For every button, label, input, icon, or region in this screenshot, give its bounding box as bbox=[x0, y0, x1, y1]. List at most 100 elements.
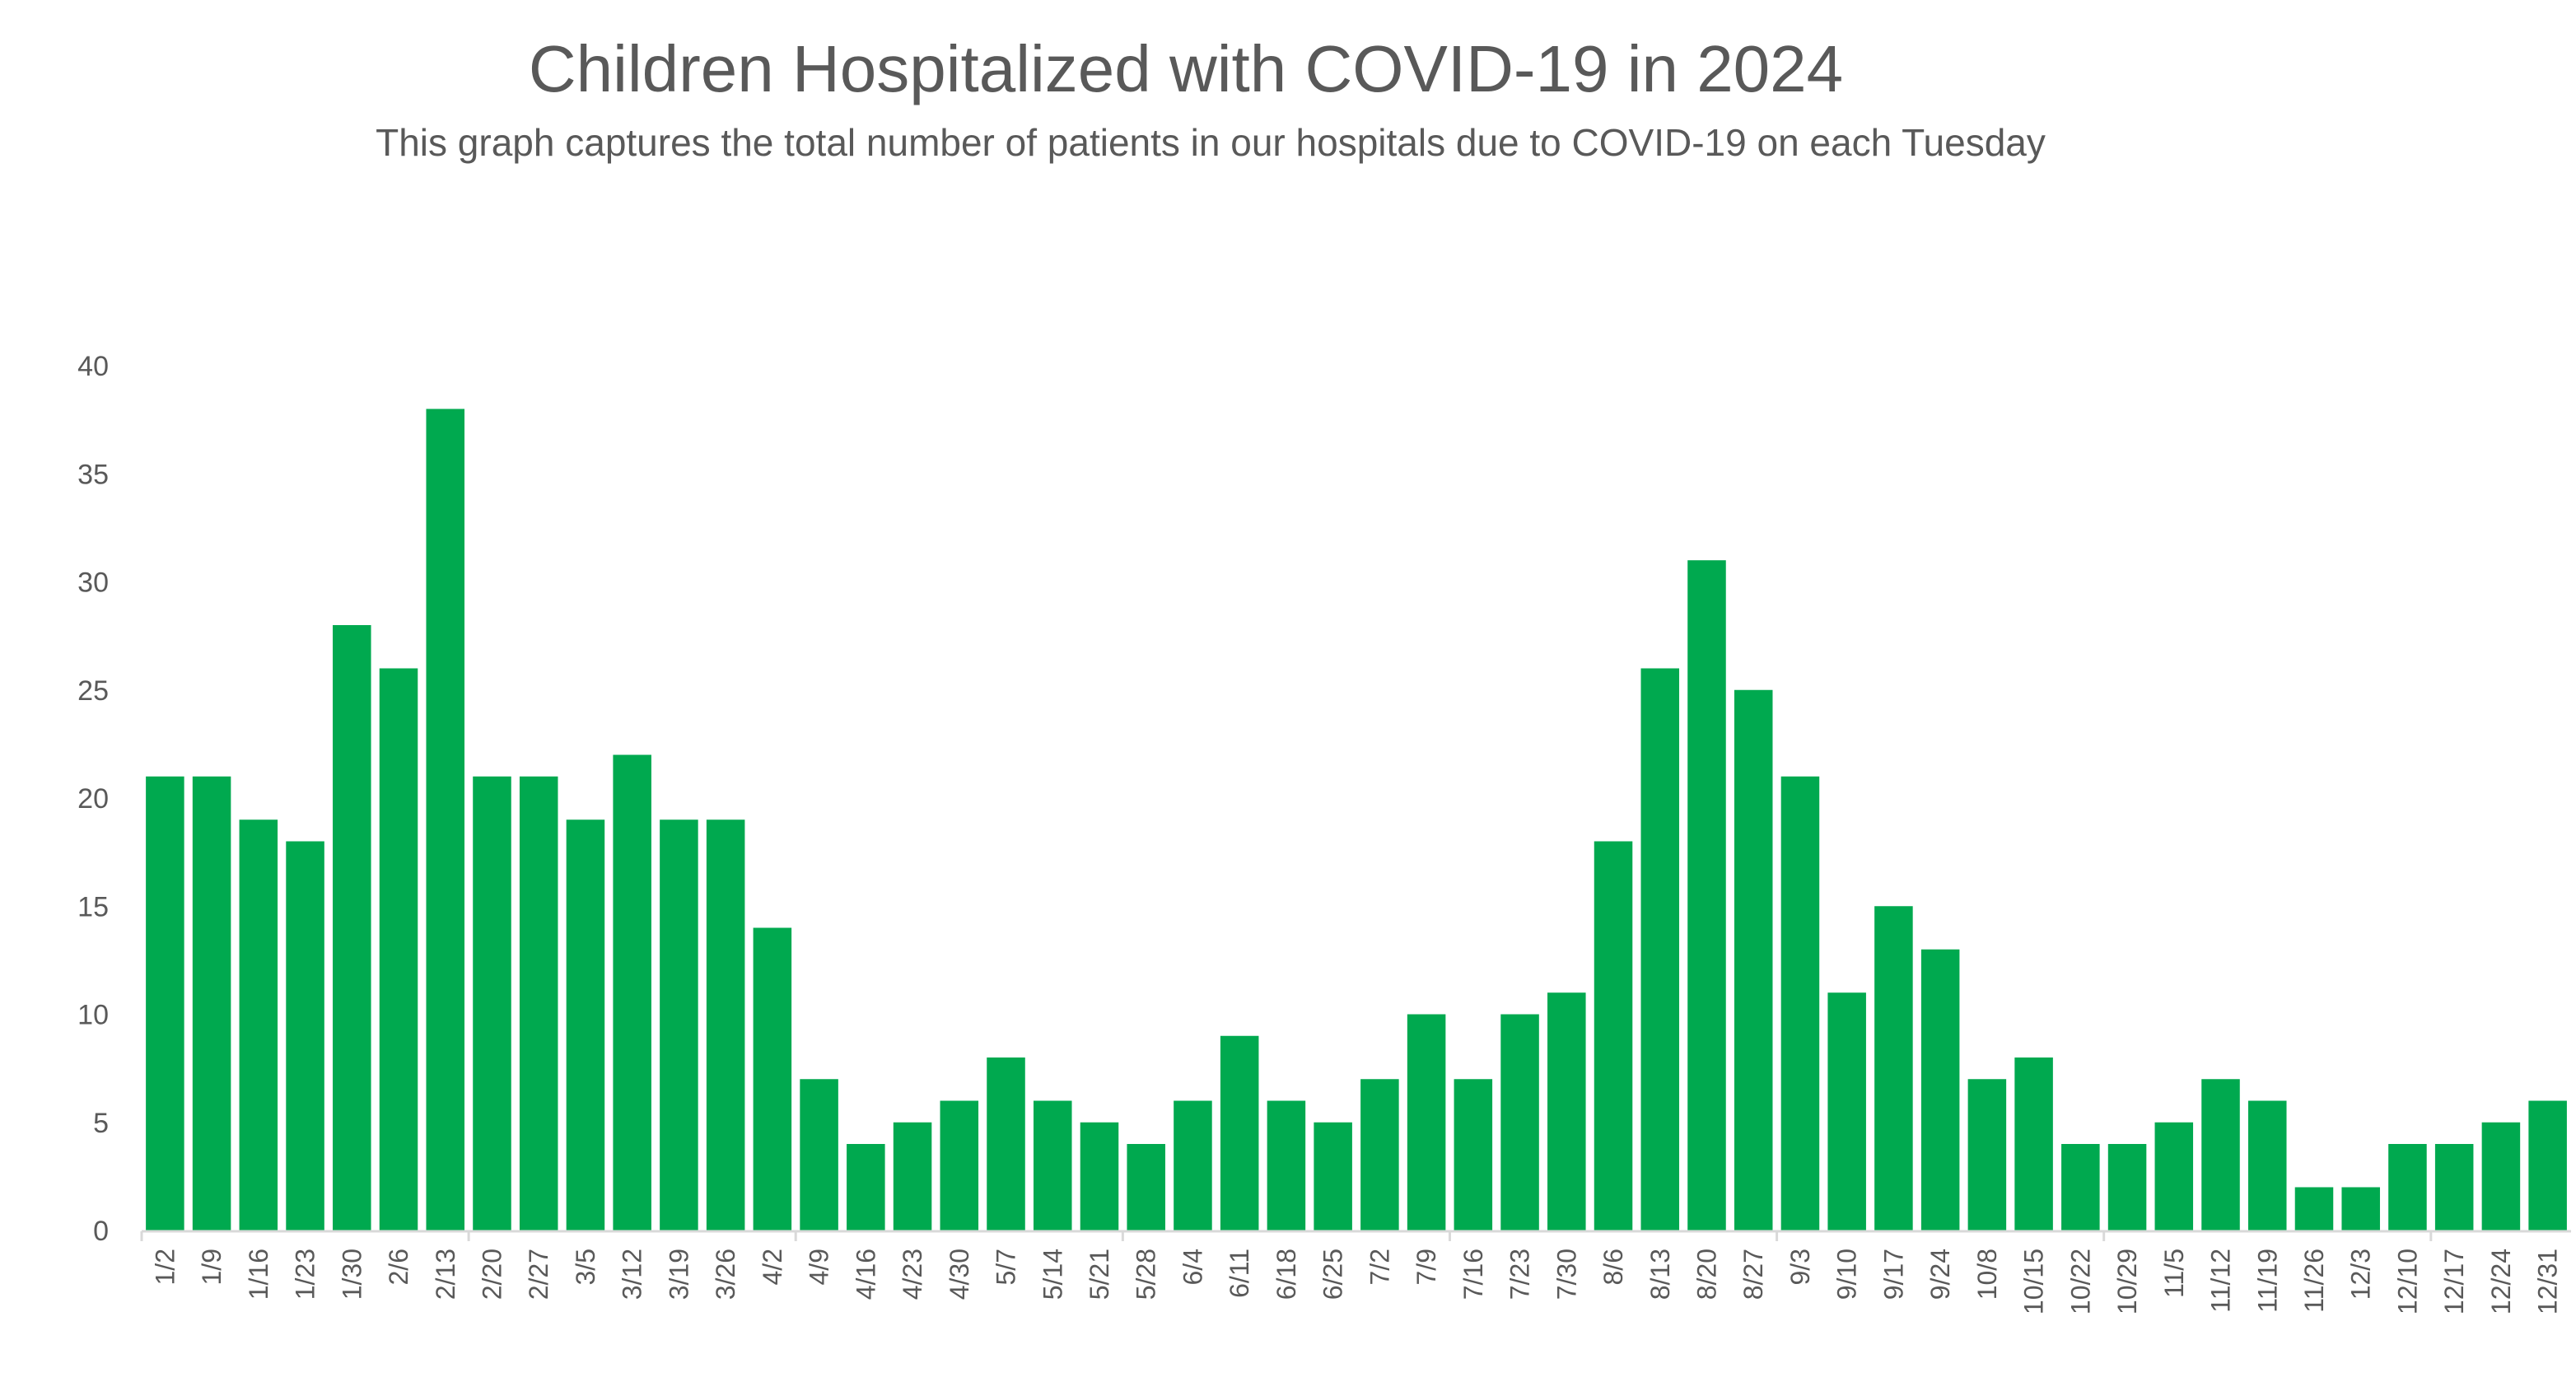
x-tick-text: 9/10 bbox=[1832, 1249, 1862, 1300]
x-tick-text: 7/30 bbox=[1552, 1249, 1581, 1300]
x-tick-label: 10/22 bbox=[2065, 1249, 2095, 1314]
x-tick-text: 12/3 bbox=[2346, 1249, 2376, 1300]
bar-3-5 bbox=[566, 819, 605, 1230]
x-tick-text: 7/9 bbox=[1412, 1249, 1441, 1285]
x-tick-label: 6/4 bbox=[1178, 1249, 1207, 1285]
bar-3-26 bbox=[706, 819, 745, 1230]
x-tick-label: 11/12 bbox=[2206, 1249, 2236, 1313]
x-tick-text: 8/13 bbox=[1645, 1249, 1675, 1300]
x-tick-label: 7/16 bbox=[1458, 1249, 1488, 1300]
bar-6-25 bbox=[1314, 1122, 1352, 1230]
bar-4-30 bbox=[940, 1100, 979, 1230]
x-tick-text: 12/17 bbox=[2439, 1249, 2469, 1314]
bar-12-17 bbox=[2434, 1144, 2474, 1230]
bar-7-16 bbox=[1454, 1079, 1493, 1230]
bar-4-23 bbox=[893, 1122, 932, 1230]
bar-3-19 bbox=[660, 819, 698, 1230]
bar-3-12 bbox=[613, 754, 651, 1230]
y-tick-label: 10 bbox=[77, 1000, 109, 1031]
x-tick-label: 11/26 bbox=[2299, 1249, 2329, 1313]
y-tick-text: 40 bbox=[77, 351, 109, 382]
x-tick-text: 2/6 bbox=[384, 1249, 413, 1285]
x-tick-text: 8/6 bbox=[1598, 1249, 1628, 1285]
bar-12-10 bbox=[2388, 1144, 2427, 1230]
x-tick-label: 3/26 bbox=[711, 1249, 740, 1300]
x-tick-label: 12/24 bbox=[2486, 1249, 2516, 1314]
bar-7-30 bbox=[1547, 992, 1586, 1230]
x-tick-label: 4/16 bbox=[851, 1249, 880, 1300]
bar-10-22 bbox=[2061, 1144, 2100, 1230]
bar-1-2 bbox=[146, 776, 184, 1230]
x-tick-label: 8/20 bbox=[1692, 1249, 1721, 1300]
x-tick-text: 3/5 bbox=[571, 1249, 600, 1285]
x-tick-text: 5/28 bbox=[1132, 1249, 1161, 1300]
x-tick-text: 7/16 bbox=[1458, 1249, 1488, 1300]
x-tick-text: 6/18 bbox=[1272, 1249, 1301, 1300]
bar-11-5 bbox=[2154, 1122, 2194, 1230]
x-tick-text: 10/29 bbox=[2112, 1249, 2142, 1314]
bar-11-12 bbox=[2201, 1079, 2240, 1230]
y-tick-label: 25 bbox=[77, 675, 109, 707]
bar-4-9 bbox=[800, 1079, 838, 1230]
x-tick-text: 2/27 bbox=[524, 1249, 553, 1300]
x-tick-text: 11/26 bbox=[2299, 1249, 2329, 1313]
x-tick-label: 10/8 bbox=[1972, 1249, 2002, 1300]
x-tick-text: 2/20 bbox=[477, 1249, 506, 1300]
x-tick-text: 9/24 bbox=[1925, 1249, 1955, 1300]
y-tick-text: 5 bbox=[93, 1108, 109, 1139]
y-tick-text: 0 bbox=[93, 1216, 109, 1247]
x-tick-label: 9/10 bbox=[1832, 1249, 1862, 1300]
x-tick-text: 12/10 bbox=[2392, 1249, 2422, 1314]
x-tick-label: 6/18 bbox=[1272, 1249, 1301, 1300]
bar-10-29 bbox=[2107, 1144, 2147, 1230]
x-tick-text: 9/17 bbox=[1878, 1249, 1908, 1300]
bar-1-23 bbox=[286, 841, 324, 1230]
x-tick-label: 3/19 bbox=[664, 1249, 693, 1300]
x-tick-label: 2/6 bbox=[384, 1249, 413, 1285]
x-tick-text: 2/13 bbox=[431, 1249, 460, 1300]
x-tick-label: 3/12 bbox=[618, 1249, 647, 1300]
x-tick-text: 7/2 bbox=[1365, 1249, 1394, 1285]
bar-2-13 bbox=[426, 409, 465, 1230]
x-tick-text: 5/14 bbox=[1038, 1249, 1067, 1300]
x-tick-text: 6/11 bbox=[1225, 1249, 1254, 1298]
bar-7-23 bbox=[1500, 1014, 1539, 1230]
x-tick-text: 11/5 bbox=[2159, 1249, 2189, 1298]
x-tick-text: 3/19 bbox=[664, 1249, 693, 1300]
bar-5-28 bbox=[1127, 1144, 1165, 1230]
x-tick-text: 6/4 bbox=[1178, 1249, 1207, 1285]
y-tick-text: 30 bbox=[77, 567, 109, 599]
bar-4-2 bbox=[753, 927, 792, 1230]
bar-7-2 bbox=[1360, 1079, 1399, 1230]
x-tick-label: 5/21 bbox=[1085, 1249, 1114, 1300]
y-tick-text: 35 bbox=[77, 459, 109, 490]
bar-12-24 bbox=[2481, 1122, 2521, 1230]
x-tick-text: 4/2 bbox=[758, 1249, 787, 1285]
bars bbox=[146, 409, 2567, 1230]
bar-5-14 bbox=[1033, 1100, 1072, 1230]
x-tick-text: 4/16 bbox=[851, 1249, 880, 1300]
x-tick-label: 1/9 bbox=[197, 1249, 226, 1285]
bar-9-17 bbox=[1874, 906, 1913, 1230]
chart-subtitle: This graph captures the total number of … bbox=[376, 121, 2046, 164]
bar-1-30 bbox=[333, 625, 371, 1230]
x-tick-label: 3/5 bbox=[571, 1249, 600, 1285]
x-tick-text: 12/24 bbox=[2486, 1249, 2516, 1314]
x-tick-label: 4/2 bbox=[758, 1249, 787, 1285]
x-tick-text: 11/12 bbox=[2206, 1249, 2236, 1313]
y-tick-label: 30 bbox=[77, 567, 109, 599]
x-tick-text: 1/2 bbox=[150, 1249, 180, 1285]
x-tick-label: 4/23 bbox=[898, 1249, 927, 1300]
x-tick-text: 1/30 bbox=[337, 1249, 366, 1300]
bar-1-9 bbox=[192, 776, 231, 1230]
x-tick-text: 3/26 bbox=[711, 1249, 740, 1300]
x-tick-text: 1/23 bbox=[291, 1249, 320, 1300]
bar-8-27 bbox=[1734, 689, 1773, 1230]
x-tick-label: 2/27 bbox=[524, 1249, 553, 1300]
x-tick-text: 3/12 bbox=[618, 1249, 647, 1300]
x-tick-label: 8/13 bbox=[1645, 1249, 1675, 1300]
x-tick-label: 7/2 bbox=[1365, 1249, 1394, 1285]
x-tick-label: 5/7 bbox=[992, 1249, 1021, 1285]
x-axis: 1/2 1/9 1/16 1/23 1/30 2/6 2/13 2/20 2/27 3/5 3/12… bbox=[140, 1230, 2571, 1314]
